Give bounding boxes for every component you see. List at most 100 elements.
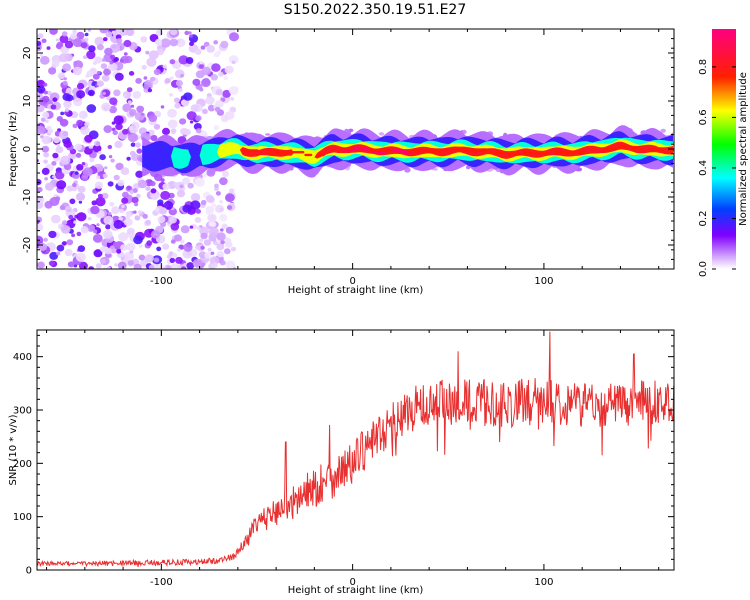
noise-blob — [117, 179, 125, 187]
noise-blob — [75, 192, 86, 201]
noise-blob — [81, 174, 89, 181]
noise-blob — [138, 254, 146, 261]
noise-blob — [99, 29, 109, 34]
noise-blob — [150, 230, 161, 239]
noise-blob — [164, 77, 171, 84]
noise-blob — [180, 74, 184, 78]
noise-blob — [95, 197, 106, 207]
ridge-core — [341, 147, 354, 151]
ridge-core — [243, 149, 259, 152]
noise-blob — [199, 87, 204, 92]
noise-blob — [137, 179, 148, 189]
noise-blob — [190, 193, 201, 202]
noise-blob — [39, 53, 43, 57]
noise-blob — [195, 115, 202, 122]
noise-blob — [97, 151, 102, 155]
colorbar-tick-label: 0.0 — [698, 261, 709, 277]
noise-blob — [214, 106, 221, 112]
ridge-core — [383, 149, 393, 153]
noise-blob — [77, 82, 85, 90]
noise-blob — [214, 183, 219, 188]
noise-blob — [171, 252, 178, 258]
noise-blob — [225, 260, 236, 269]
noise-blob — [91, 200, 97, 206]
noise-blob — [41, 167, 50, 175]
noise-blob — [218, 71, 224, 77]
noise-blob — [46, 125, 52, 131]
noise-blob — [46, 46, 51, 50]
noise-blob — [64, 249, 73, 257]
noise-blob — [60, 225, 71, 234]
noise-blob — [66, 239, 74, 246]
noise-blob — [169, 29, 178, 36]
noise-blob — [199, 226, 210, 236]
noise-blob — [141, 64, 147, 70]
noise-blob — [63, 163, 72, 171]
noise-blob — [59, 118, 69, 127]
noise-blob — [80, 226, 89, 234]
noise-blob — [63, 140, 72, 148]
noise-blob — [37, 105, 45, 113]
snr-ylabel: SNR (10 * v/v) — [8, 414, 19, 485]
noise-blob — [86, 70, 95, 77]
noise-blob — [174, 102, 181, 109]
noise-blob — [123, 39, 132, 48]
noise-blob — [177, 248, 181, 252]
noise-blob — [109, 201, 115, 207]
noise-blob — [134, 215, 141, 221]
noise-blob — [173, 97, 180, 103]
noise-blob — [123, 93, 127, 97]
noise-blob — [265, 133, 271, 136]
noise-blob — [53, 136, 61, 144]
noise-blob — [37, 220, 40, 224]
noise-blob — [215, 88, 223, 96]
noise-blob — [175, 256, 183, 264]
noise-blob — [115, 123, 123, 131]
noise-blob — [126, 242, 136, 251]
noise-blob — [73, 220, 77, 224]
noise-blob — [107, 181, 114, 187]
noise-blob — [223, 76, 228, 81]
y-tick-label: 0 — [26, 566, 32, 577]
noise-blob — [222, 170, 229, 177]
noise-blob — [129, 108, 137, 116]
noise-blob — [93, 249, 103, 258]
noise-blob — [215, 191, 221, 196]
noise-blob — [80, 126, 90, 135]
noise-blob — [230, 97, 235, 101]
noise-blob — [103, 37, 108, 42]
noise-blob — [61, 31, 68, 37]
noise-blob — [113, 174, 120, 181]
noise-blob — [462, 129, 467, 135]
noise-blob — [224, 65, 234, 74]
noise-blob — [37, 186, 43, 193]
noise-blob — [162, 64, 168, 69]
noise-blob — [37, 261, 45, 269]
noise-blob — [69, 33, 77, 40]
noise-blob — [94, 36, 105, 46]
noise-blob — [111, 206, 120, 215]
noise-blob — [219, 260, 226, 266]
noise-blob — [43, 82, 48, 87]
snr-series-line — [37, 331, 674, 568]
noise-blob — [214, 186, 219, 191]
noise-blob — [92, 73, 100, 80]
noise-blob — [133, 235, 143, 245]
noise-blob — [182, 249, 193, 259]
noise-blob — [66, 185, 74, 192]
noise-blob — [105, 224, 111, 230]
noise-blob — [183, 243, 193, 252]
noise-blob — [126, 185, 132, 190]
noise-blob — [60, 46, 69, 54]
noise-blob — [44, 177, 48, 181]
noise-blob — [114, 140, 123, 149]
noise-blob — [170, 222, 180, 231]
noise-blob — [45, 182, 54, 191]
noise-blob — [94, 181, 103, 189]
ridge-core — [535, 151, 549, 155]
noise-blob — [195, 209, 201, 214]
noise-blob — [40, 55, 50, 65]
noise-blob — [145, 186, 151, 191]
noise-blob — [173, 182, 178, 186]
